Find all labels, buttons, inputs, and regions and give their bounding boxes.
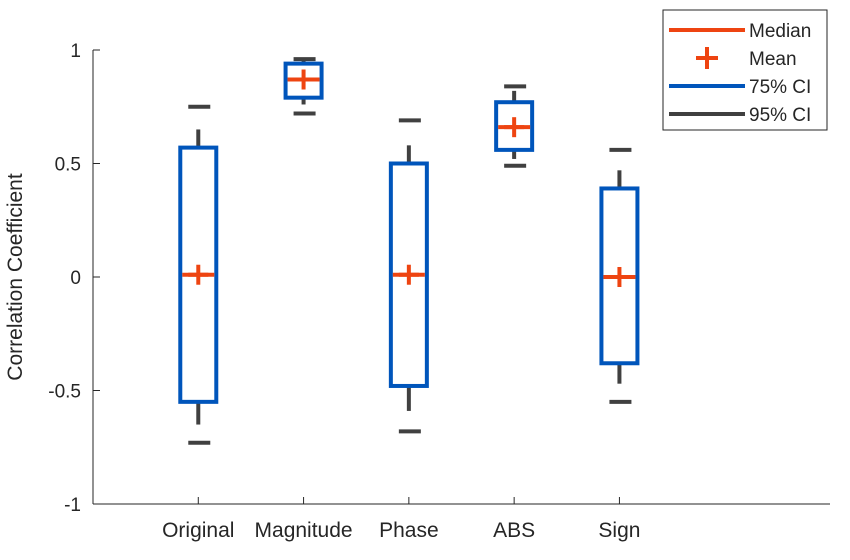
y-tick-label: -0.5 — [48, 382, 81, 403]
y-tick-label: 0 — [70, 268, 81, 289]
legend-item-75-ci: 75% CI — [669, 77, 811, 98]
box-magnitude — [283, 57, 324, 116]
legend-item-mean: Mean — [696, 47, 797, 70]
box-original — [178, 104, 219, 445]
ci75-box — [388, 161, 429, 388]
y-tick-label: -1 — [64, 495, 81, 516]
legend-label: 75% CI — [749, 77, 811, 98]
legend-label: 95% CI — [749, 105, 811, 126]
x-tick-label: ABS — [493, 519, 535, 542]
legend-item-95-ci: 95% CI — [669, 105, 811, 126]
y-tick-label: 0.5 — [55, 155, 81, 176]
ci75-box — [178, 145, 219, 404]
y-tick-label: 1 — [70, 41, 81, 62]
x-tick-label: Magnitude — [255, 519, 353, 542]
legend-label: Median — [749, 21, 811, 42]
y-axis-label: Correlation Coefficient — [4, 173, 27, 381]
legend-label: Mean — [749, 49, 797, 70]
axes: -1 -0.5 0 0.5 1 Original Magnitude Phase ABS Sign — [48, 41, 830, 542]
x-tick-label: Phase — [379, 519, 439, 542]
legend-item-median: Median — [669, 21, 811, 42]
ci75-box — [494, 100, 535, 152]
box-phase — [388, 118, 429, 434]
box-abs — [494, 84, 535, 168]
ci75-box — [283, 61, 324, 100]
x-tick-label: Sign — [598, 519, 640, 542]
box-sign — [599, 147, 640, 404]
boxes-layer — [178, 57, 640, 445]
legend: Median Mean 75% CI 95% CI — [662, 9, 828, 131]
x-tick-label: Original — [162, 519, 234, 542]
ci75-box — [599, 186, 640, 366]
